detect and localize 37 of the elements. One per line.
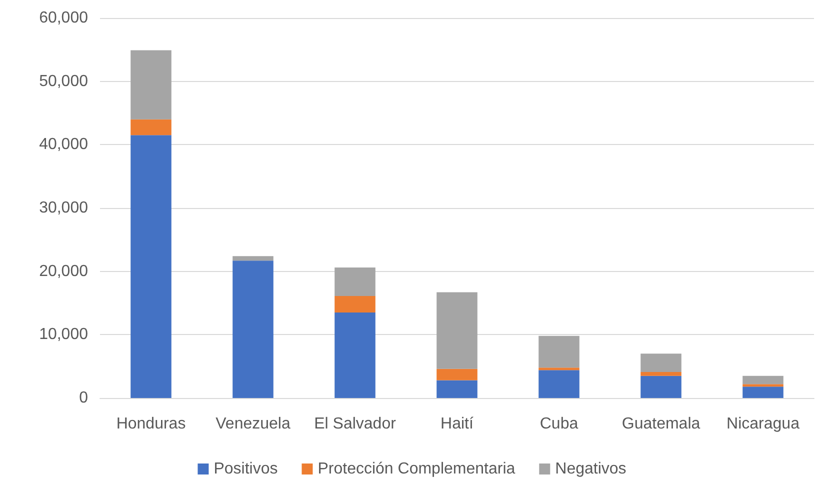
bar: [130, 50, 172, 120]
bar: [232, 256, 274, 261]
x-tick-label: Guatemala: [622, 416, 700, 432]
x-tick-label: Cuba: [540, 416, 578, 432]
y-tick-label: 30,000: [39, 200, 88, 216]
y-tick-label: 10,000: [39, 326, 88, 344]
bar: [640, 376, 682, 398]
bar: [130, 119, 172, 136]
bar: [130, 135, 172, 398]
bar: [640, 354, 682, 372]
x-tick-label: El Salvador: [314, 416, 397, 432]
y-tick-label: 20,000: [39, 262, 88, 280]
bar: [436, 368, 478, 380]
bar: [742, 376, 784, 384]
bar: [232, 260, 274, 398]
x-tick-label: Haití: [440, 416, 474, 432]
bar: [742, 384, 784, 387]
bar: [538, 336, 580, 368]
x-tick-label: Venezuela: [216, 416, 290, 432]
legend-label: Protección Complementaria: [318, 460, 516, 478]
bar: [334, 296, 376, 312]
x-tick-label: Nicaragua: [726, 416, 800, 432]
bar: [334, 312, 376, 398]
y-tick-label: 0: [79, 390, 88, 406]
x-tick-label: Honduras: [116, 416, 186, 432]
bar: [640, 372, 682, 376]
bar: [742, 386, 784, 398]
legend-label: Negativos: [555, 460, 626, 478]
y-tick-label: 50,000: [39, 72, 88, 90]
bar: [538, 368, 580, 370]
bar: [538, 370, 580, 398]
legend-label: Positivos: [214, 460, 278, 478]
bar: [436, 380, 478, 398]
bar: [334, 268, 376, 296]
y-tick-label: 40,000: [39, 136, 88, 154]
bar: [436, 292, 478, 369]
y-tick-label: 60,000: [39, 10, 88, 26]
